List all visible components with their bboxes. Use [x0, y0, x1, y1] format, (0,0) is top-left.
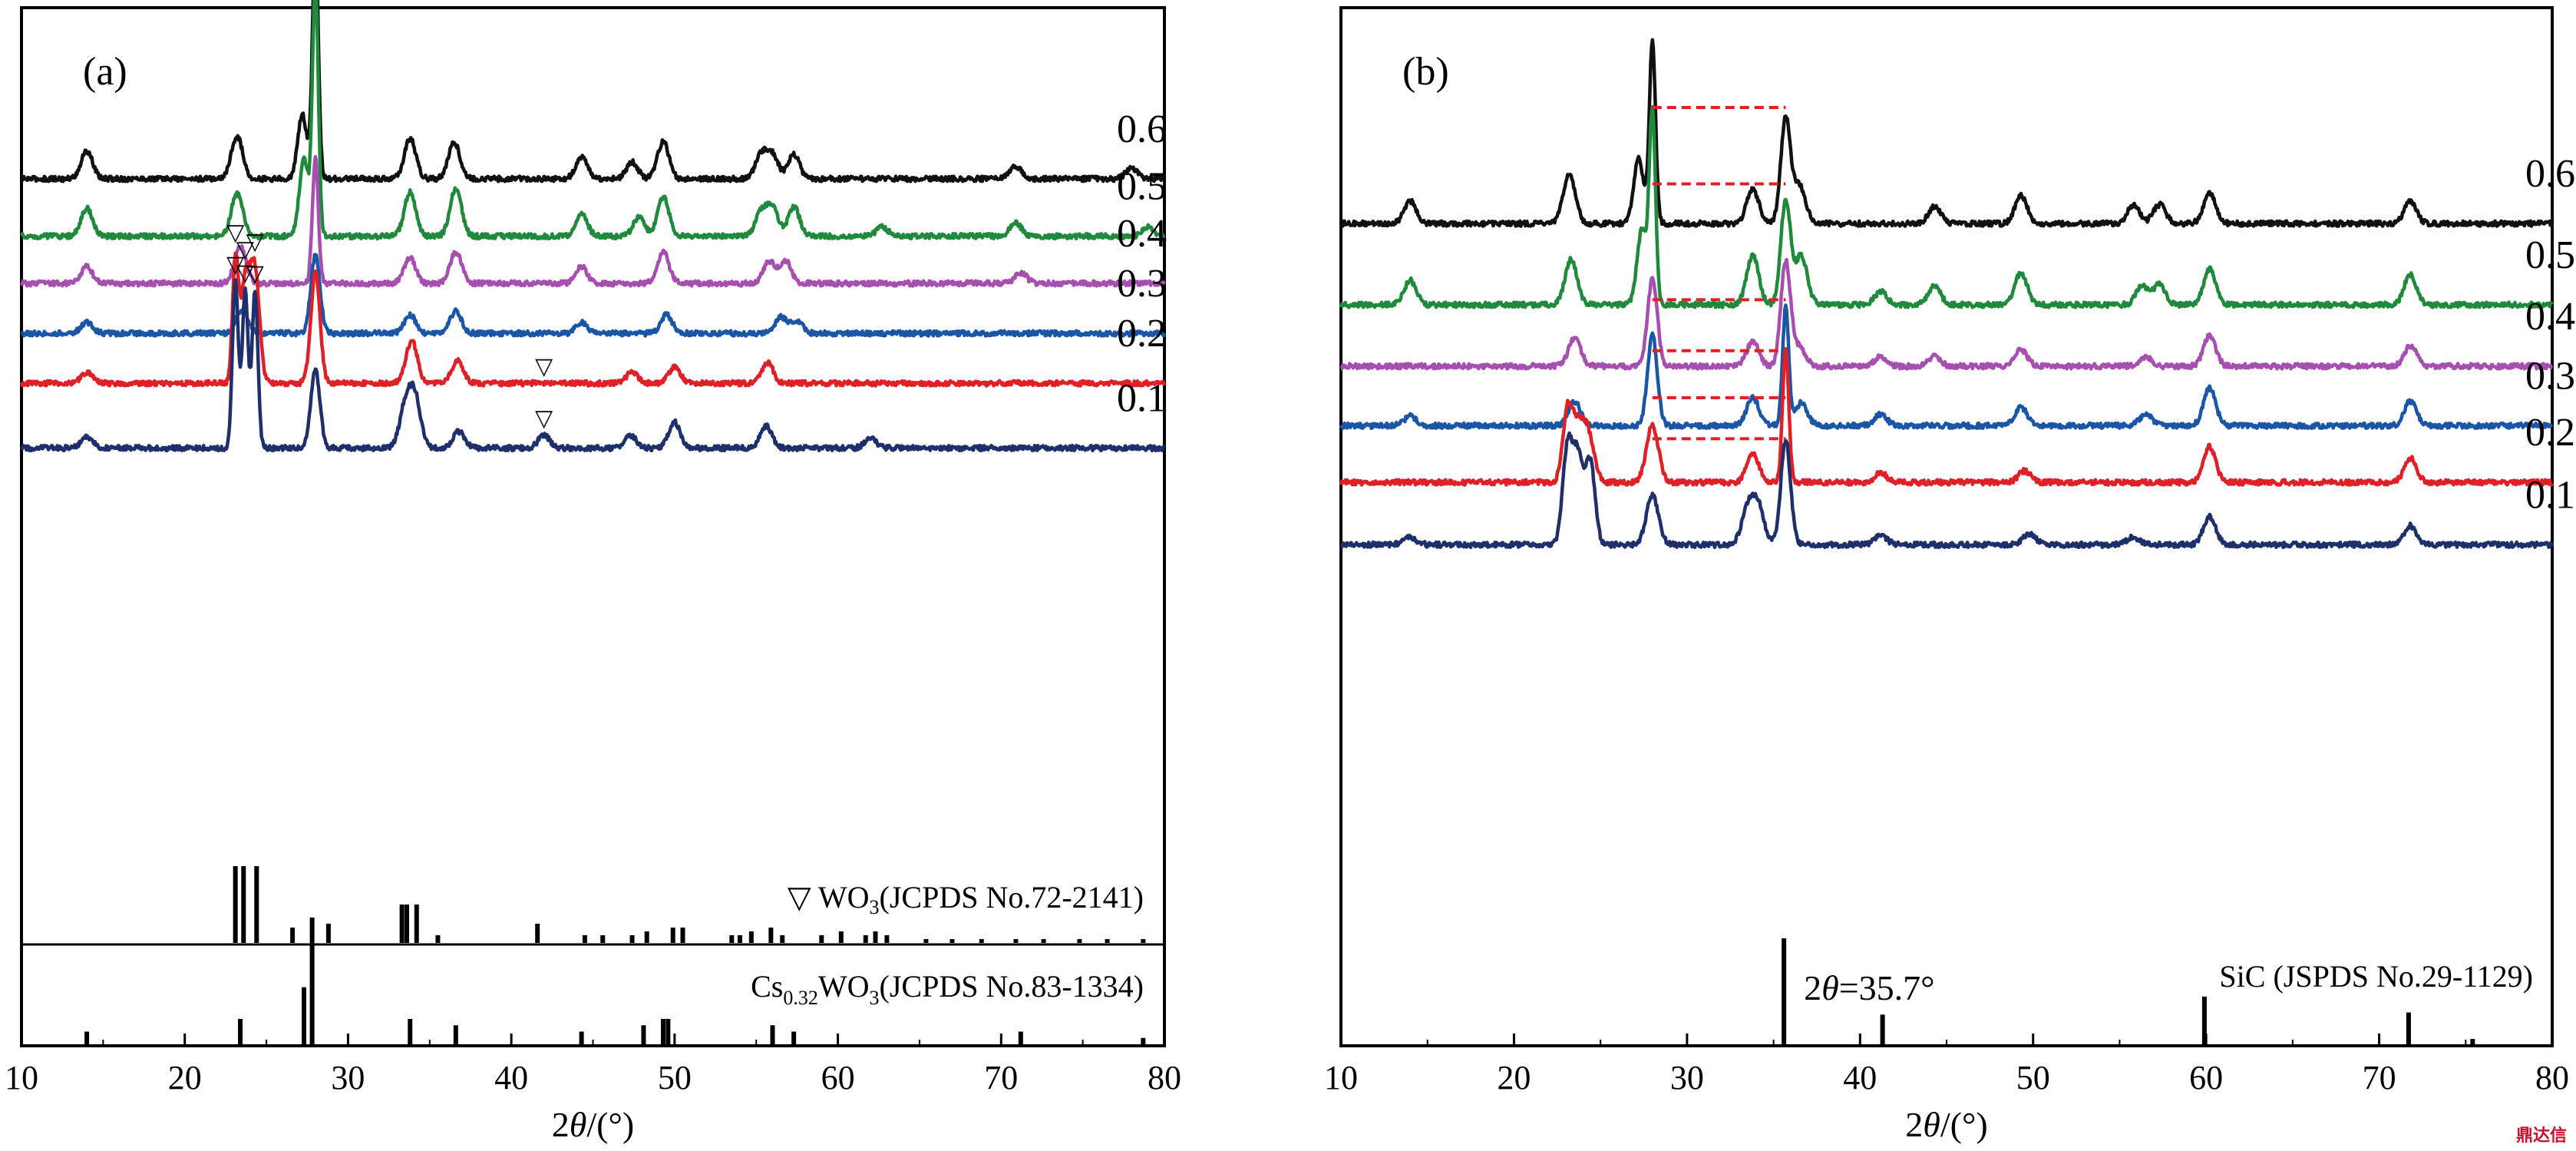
series-0.5-line [19, 0, 1166, 241]
series-0.3-line [1339, 303, 2554, 431]
peak-annotation: 2θ=35.7° [1804, 968, 1934, 1007]
wo3-marker: ▽ [226, 252, 244, 277]
x-tick-label: 50 [2016, 1059, 2050, 1096]
x-tick-label: 10 [1324, 1059, 1358, 1096]
wo3-marker: ▽ [535, 406, 553, 432]
reference-label: SiC (JSPDS No.29-1129) [2219, 959, 2533, 994]
series-0.6-line [1339, 38, 2555, 228]
x-tick-label: 10 [5, 1059, 38, 1096]
series-0.1-line [1339, 431, 2555, 550]
x-axis-label: 2θ/(°) [552, 1105, 634, 1144]
series-0.3-line [20, 253, 1167, 338]
reference-label: Cs0.32WO3(JCPDS No.83-1334) [751, 969, 1144, 1009]
series-0.2-label: 0.2 [2525, 411, 2575, 455]
series-0.6-label: 0.6 [1117, 107, 1167, 151]
panel-a: (a) 10 20 30 40 50 60 70 80 2θ/(°) 0.6 0.50.4 0.3 0.2… [5, 0, 1181, 1144]
x-tick-label: 80 [1148, 1059, 1181, 1096]
x-tick-label: 40 [494, 1059, 528, 1096]
series-0.3-label: 0.3 [2525, 354, 2575, 398]
x-tick-label: 70 [984, 1059, 1018, 1096]
x-tick-label: 70 [2363, 1059, 2396, 1096]
panel-label: (b) [1402, 50, 1449, 94]
watermark-logo: 鼎达信 [2515, 1126, 2567, 1146]
reference-label: ▽ WO3(JCPDS No.72-2141) [788, 880, 1144, 918]
panel-label: (a) [83, 50, 127, 94]
wo3-marker: ▽ [535, 354, 553, 379]
series-0.2-line [1339, 346, 2554, 487]
x-tick-label: 30 [1670, 1059, 1704, 1096]
x-tick-label: 60 [821, 1059, 855, 1096]
wo3-marker: ▽ [246, 261, 264, 286]
x-tick-label: 20 [168, 1059, 202, 1096]
wo3-marker: ▽ [236, 236, 254, 262]
series-0.3-label: 0.3 [1117, 262, 1167, 306]
series-0.2-line [19, 251, 1167, 388]
series-0.6-line [20, 0, 1166, 184]
x-tick-label: 40 [1843, 1059, 1877, 1096]
wo3-marker: ▽ [236, 260, 254, 286]
panel-b: (b) 10 20 30 40 50 60 70 80 2θ/(°) 0.6 0.5 0.4 0.3 0.2… [1324, 6, 2575, 1144]
x-tick-label: 80 [2535, 1059, 2569, 1096]
wo3-marker: ▽ [226, 220, 244, 246]
series-0.1-line [20, 278, 1166, 453]
series-0.4-line [19, 154, 1166, 288]
plot-frame [1339, 6, 2554, 1047]
series-0.5-line [1339, 104, 2554, 309]
series-0.5-label: 0.5 [1117, 165, 1167, 209]
wo3-marker: ▽ [246, 230, 264, 255]
series-0.4-label: 0.4 [1117, 212, 1167, 256]
x-tick-label: 60 [2189, 1059, 2223, 1096]
series-0.4-label: 0.4 [2525, 295, 2575, 339]
series-0.2-label: 0.2 [1117, 312, 1167, 356]
series-0.1-label: 0.1 [1117, 377, 1167, 421]
series-0.4-line [1339, 257, 2554, 371]
x-axis-label: 2θ/(°) [1905, 1105, 1987, 1144]
series-0.6-label: 0.6 [2525, 152, 2575, 196]
x-tick-label: 30 [331, 1059, 365, 1096]
x-tick-label: 20 [1497, 1059, 1531, 1096]
series-0.5-label: 0.5 [2525, 233, 2575, 277]
x-tick-label: 50 [658, 1059, 692, 1096]
series-0.1-label: 0.1 [2525, 473, 2575, 517]
